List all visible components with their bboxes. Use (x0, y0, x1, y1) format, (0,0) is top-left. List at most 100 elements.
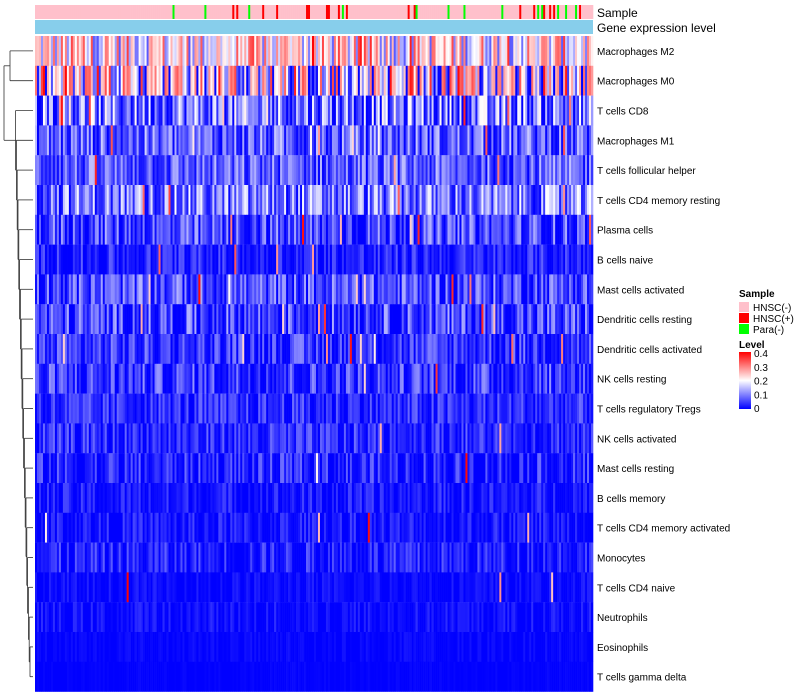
heatmap-cell (457, 274, 460, 305)
heatmap-cell (541, 36, 544, 66)
heatmap-cell (535, 453, 538, 484)
heatmap-cell (162, 334, 165, 364)
heatmap-cell (545, 453, 548, 484)
heatmap-cell (296, 363, 299, 394)
heatmap-cell (290, 65, 293, 96)
heatmap-cell (196, 304, 199, 335)
heatmap-cell (106, 125, 110, 156)
heatmap-cell (549, 36, 552, 66)
heatmap-cell (308, 125, 311, 156)
heatmap-cell (355, 334, 359, 364)
heatmap-cell (435, 363, 438, 394)
heatmap-cell (264, 95, 267, 126)
heatmap-cell (355, 423, 359, 454)
heatmap-cell (260, 214, 263, 245)
heatmap-cell (591, 453, 594, 484)
heatmap-cell (499, 36, 502, 66)
sample-annotation-cell (565, 5, 568, 19)
heatmap-cell (517, 244, 520, 275)
heatmap-cell (531, 453, 534, 484)
heatmap-cell (357, 95, 361, 126)
heatmap-cell (236, 95, 239, 126)
heatmap-cell (451, 36, 454, 66)
heatmap-cell (184, 363, 187, 394)
heatmap-cell (294, 65, 297, 96)
heatmap-cell (449, 125, 452, 156)
heatmap-cell (314, 363, 317, 394)
heatmap-cell (425, 334, 428, 364)
heatmap-cell (475, 274, 478, 305)
heatmap-cell (224, 453, 227, 484)
heatmap-cell (194, 423, 197, 454)
heatmap-cell (52, 483, 56, 513)
heatmap-cell (479, 304, 482, 335)
heatmap-cell (341, 65, 345, 96)
heatmap-cell (142, 155, 145, 186)
heatmap-cell (513, 483, 516, 513)
heatmap-cell (182, 453, 185, 484)
heatmap-cell (180, 393, 183, 424)
heatmap-cell (250, 214, 253, 245)
heatmap-cell (545, 125, 548, 156)
heatmap-cell (541, 155, 544, 186)
heatmap-cell (186, 214, 189, 245)
sample-annotation-cell (248, 5, 251, 19)
heatmap-cell (365, 512, 369, 543)
heatmap-cell (317, 244, 321, 275)
heatmap-cell (44, 95, 48, 126)
heatmap-cell (357, 244, 361, 275)
heatmap-cell (150, 125, 153, 156)
heatmap-cell (242, 483, 245, 513)
sample-annotation-cell (286, 5, 289, 19)
heatmap-cell (529, 483, 532, 513)
heatmap-cell (166, 393, 169, 424)
heatmap-cell (302, 334, 305, 364)
heatmap-cell (110, 185, 114, 215)
heatmap-cell (136, 244, 139, 275)
heatmap-cell (399, 214, 402, 245)
heatmap-cell (369, 423, 373, 454)
heatmap-cell (543, 274, 546, 305)
heatmap-cell (244, 185, 247, 215)
heatmap-cell (258, 244, 261, 275)
heatmap-cell (551, 65, 554, 96)
heatmap-cell (569, 483, 572, 513)
heatmap-cell (451, 214, 454, 245)
heatmap-cell (172, 95, 175, 126)
heatmap-cell (425, 65, 428, 96)
heatmap-cell (280, 304, 283, 335)
sample-annotation-cell (545, 5, 548, 19)
heatmap-cell (443, 95, 446, 126)
heatmap-cell (222, 393, 225, 424)
heatmap-cell (463, 334, 466, 364)
heatmap-cell (587, 363, 590, 394)
heatmap-cell (78, 453, 82, 484)
heatmap-cell (74, 512, 78, 543)
heatmap-cell (363, 334, 367, 364)
heatmap-cell (405, 244, 408, 275)
heatmap-cell (553, 125, 556, 156)
heatmap-cell (264, 423, 267, 454)
heatmap-cell (214, 36, 217, 66)
heatmap-cell (587, 274, 590, 305)
sample-annotation-cell (509, 5, 512, 19)
heatmap-cell (537, 304, 540, 335)
heatmap-cell (411, 185, 414, 215)
heatmap-cell (565, 304, 568, 335)
heatmap-cell (565, 423, 568, 454)
sample-annotation-cell (42, 5, 46, 19)
heatmap-cell (35, 334, 38, 364)
heatmap-cell (339, 125, 343, 156)
sample-annotation-cell (88, 5, 92, 19)
heatmap-cell (563, 363, 566, 394)
sample-annotation-cell (48, 5, 52, 19)
heatmap-cell (226, 483, 229, 513)
heatmap-cell (96, 393, 100, 424)
heatmap-cell (403, 95, 406, 126)
heatmap-cell (483, 453, 486, 484)
heatmap-cell (347, 334, 351, 364)
heatmap-cell (172, 334, 175, 364)
heatmap-cell (413, 483, 416, 513)
sample-annotation-cell (363, 5, 367, 19)
heatmap-cell (399, 334, 402, 364)
